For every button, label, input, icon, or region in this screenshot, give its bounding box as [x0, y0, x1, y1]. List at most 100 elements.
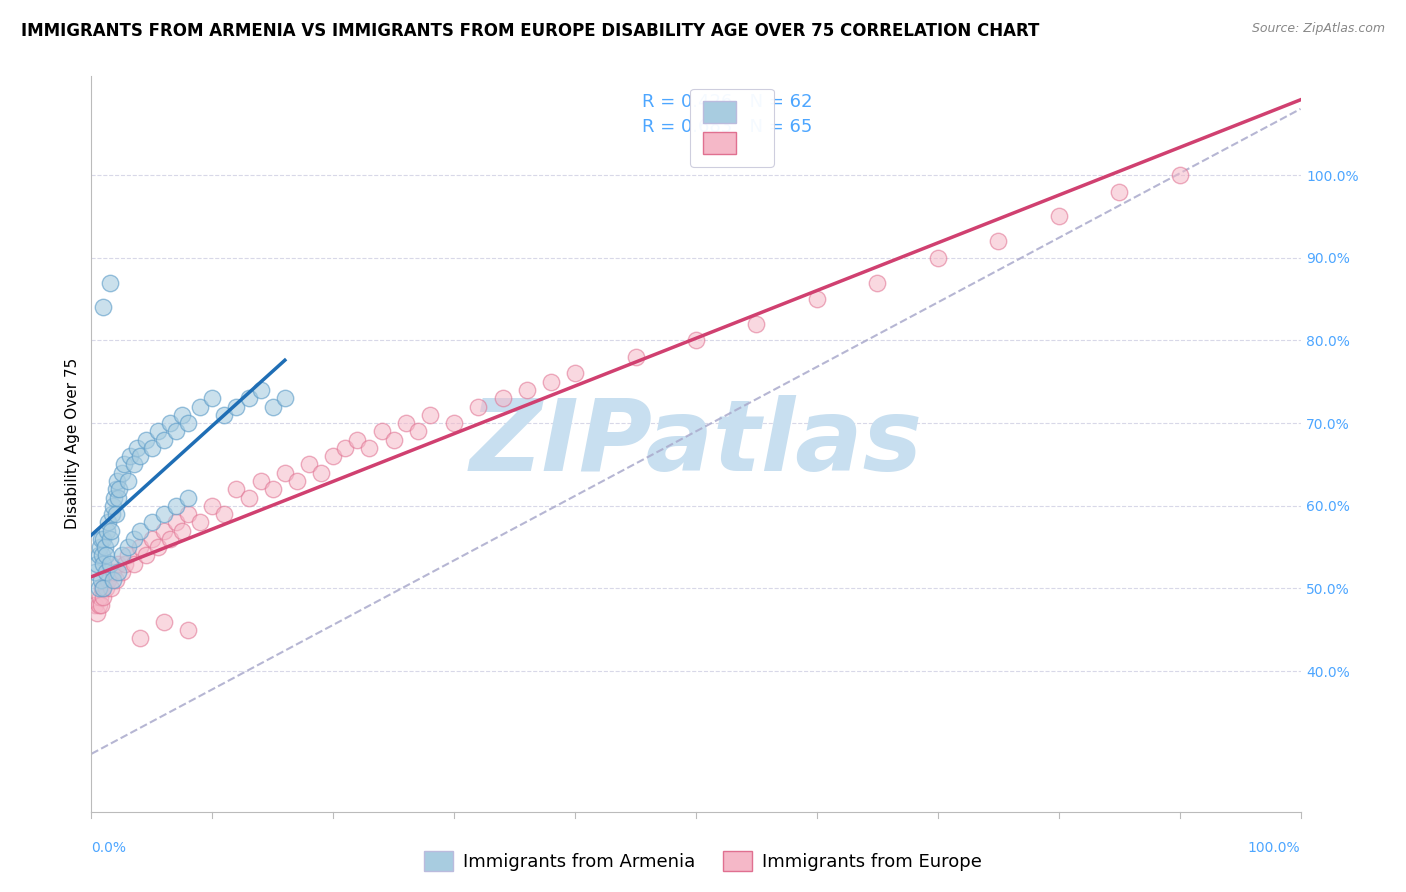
Point [98, 557, 121, 571]
Point [111, 565, 132, 579]
Point [107, 565, 129, 579]
Point [94, 582, 117, 596]
Point [93, 540, 115, 554]
Point [120, 449, 142, 463]
Point [98, 276, 121, 290]
Point [141, 441, 163, 455]
Point [97, 516, 120, 530]
Point [370, 425, 392, 439]
Point [165, 425, 187, 439]
Point [101, 565, 124, 579]
Point [406, 425, 429, 439]
Point [564, 367, 586, 381]
Point [262, 400, 284, 414]
Point [624, 350, 647, 364]
Point [188, 516, 211, 530]
Point [177, 416, 200, 430]
Point [262, 482, 284, 496]
Point [745, 317, 768, 331]
Point [201, 499, 224, 513]
Point [91, 549, 114, 563]
Point [93, 301, 115, 315]
Point [100, 524, 122, 538]
Point [105, 474, 128, 488]
Point [97, 573, 120, 587]
Point [127, 441, 149, 455]
Point [214, 408, 236, 422]
Y-axis label: Disability Age Over 75: Disability Age Over 75 [65, 359, 80, 529]
Point [153, 524, 176, 538]
Point [122, 557, 145, 571]
Point [177, 507, 200, 521]
Point [516, 383, 538, 397]
Point [153, 433, 176, 447]
Point [1108, 185, 1130, 199]
Point [86, 557, 108, 571]
Point [927, 251, 949, 265]
Point [89, 590, 111, 604]
Point [84, 598, 107, 612]
Point [172, 408, 194, 422]
Point [238, 491, 260, 505]
Point [135, 549, 157, 563]
Point [94, 565, 117, 579]
Point [238, 392, 260, 406]
Point [96, 524, 118, 538]
Point [122, 458, 145, 472]
Point [128, 524, 150, 538]
Point [93, 582, 115, 596]
Point [1168, 168, 1191, 182]
Point [104, 507, 127, 521]
Point [443, 416, 465, 430]
Point [103, 491, 125, 505]
Point [177, 623, 200, 637]
Point [225, 400, 247, 414]
Point [806, 292, 828, 306]
Point [188, 400, 211, 414]
Text: R = 0.683   N = 65: R = 0.683 N = 65 [641, 119, 811, 136]
Point [866, 276, 889, 290]
Point [382, 433, 405, 447]
Point [214, 507, 236, 521]
Point [107, 557, 129, 571]
Point [100, 582, 122, 596]
Point [135, 433, 157, 447]
Point [285, 474, 308, 488]
Point [201, 392, 224, 406]
Point [685, 334, 707, 348]
Point [93, 590, 115, 604]
Point [141, 516, 163, 530]
Point [298, 458, 321, 472]
Point [87, 582, 110, 596]
Point [128, 449, 150, 463]
Point [104, 482, 127, 496]
Point [346, 433, 368, 447]
Text: 100.0%: 100.0% [1249, 841, 1301, 855]
Point [146, 540, 169, 554]
Point [108, 482, 131, 496]
Point [117, 474, 139, 488]
Point [90, 532, 112, 546]
Point [86, 607, 108, 621]
Point [112, 458, 135, 472]
Point [111, 466, 132, 480]
Point [87, 549, 110, 563]
Text: 0.0%: 0.0% [91, 841, 127, 855]
Point [395, 416, 418, 430]
Point [159, 532, 181, 546]
Point [987, 234, 1010, 248]
Text: ZIPatlas: ZIPatlas [470, 395, 922, 492]
Point [335, 441, 357, 455]
Point [89, 540, 111, 554]
Point [172, 524, 194, 538]
Point [249, 474, 271, 488]
Point [101, 499, 124, 513]
Point [98, 532, 121, 546]
Point [117, 549, 139, 563]
Point [540, 375, 562, 389]
Point [225, 482, 247, 496]
Point [107, 491, 129, 505]
Point [153, 507, 176, 521]
Point [141, 532, 163, 546]
Point [128, 540, 150, 554]
